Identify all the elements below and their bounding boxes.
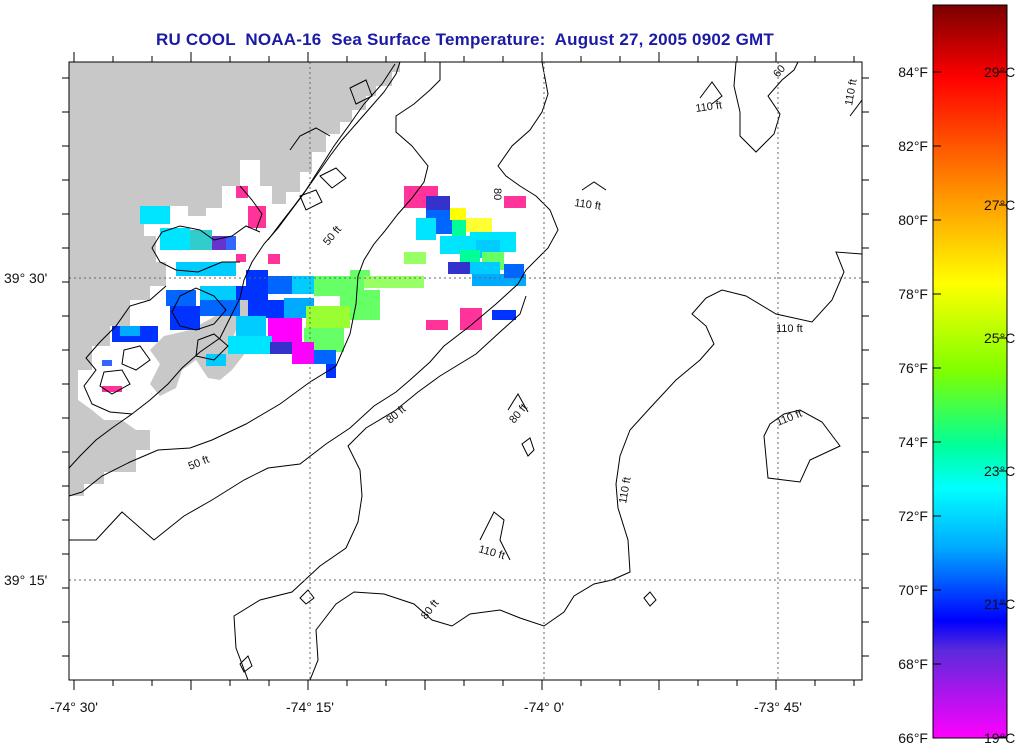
colorbar-ticks: [933, 71, 1007, 739]
contour-label-110ft-a: 110 ft: [695, 99, 723, 115]
contour-50ft: [69, 62, 441, 497]
cb-c-21: 21°C: [984, 596, 1015, 612]
latitude-labels: 39° 30' 39° 15': [4, 270, 47, 588]
axis-ticks: [62, 52, 869, 690]
graticule: [69, 62, 862, 680]
lon-label-74-30: -74° 30': [50, 699, 98, 715]
contour-50ft-b: [69, 62, 559, 541]
colorbar-celsius-labels: 29°C 27°C 25°C 23°C 21°C 19°C: [984, 64, 1015, 746]
cb-c-25: 25°C: [984, 330, 1015, 346]
contour-80ft: [309, 251, 862, 680]
cb-f-76: 76°F: [898, 360, 928, 376]
cb-c-27: 27°C: [984, 197, 1015, 213]
map-panel: 50 ft 50 ft 80 ft 80 ft 80 80 ft 110 ft …: [4, 52, 869, 715]
contour-label-80-short: 80: [491, 188, 503, 200]
longitude-labels: -74° 30' -74° 15' -74° 0' -73° 45': [50, 699, 802, 715]
lon-label-73-45: -73° 45': [754, 699, 802, 715]
cb-f-72: 72°F: [898, 508, 928, 524]
cb-c-29: 29°C: [984, 64, 1015, 80]
contour-label-110ft-b: 110 ft: [574, 197, 602, 213]
cb-f-68: 68°F: [898, 656, 928, 672]
contour-label-110ft-c: 110 ft: [776, 323, 803, 335]
map-frame: [68, 61, 863, 681]
sst-pixels: [102, 186, 526, 392]
land-area: [69, 62, 400, 400]
lat-label-39-30: 39° 30': [4, 270, 47, 286]
cb-f-82: 82°F: [898, 138, 928, 154]
colorbar-gradient: [932, 4, 1008, 739]
map-title: RU COOL NOAA-16 Sea Surface Temperature:…: [156, 30, 774, 49]
cb-f-66: 66°F: [898, 730, 928, 746]
cb-f-70: 70°F: [898, 582, 928, 598]
contour-label-110ft-g: 110 ft: [843, 78, 859, 106]
colorbar-fahrenheit-labels: 84°F 82°F 80°F 78°F 76°F 74°F 72°F 70°F …: [898, 64, 928, 746]
lon-label-74-00: -74° 0': [524, 699, 564, 715]
coastline: [69, 62, 401, 469]
lon-label-74-15: -74° 15': [286, 699, 334, 715]
cb-f-80: 80°F: [898, 212, 928, 228]
cb-c-23: 23°C: [984, 463, 1015, 479]
land-area-south: [69, 400, 150, 496]
contour-80ft-b: [233, 295, 527, 680]
cb-f-84: 84°F: [898, 64, 928, 80]
cb-f-78: 78°F: [898, 286, 928, 302]
cb-c-19: 19°C: [984, 730, 1015, 746]
contour-label-110ft-e: 110 ft: [617, 476, 633, 504]
contour-110ft: [733, 62, 799, 153]
cb-f-74: 74°F: [898, 434, 928, 450]
bathymetry-contours: [69, 62, 862, 680]
lat-label-39-15: 39° 15': [4, 572, 47, 588]
colorbar: 84°F 82°F 80°F 78°F 76°F 74°F 72°F 70°F …: [898, 4, 1015, 746]
